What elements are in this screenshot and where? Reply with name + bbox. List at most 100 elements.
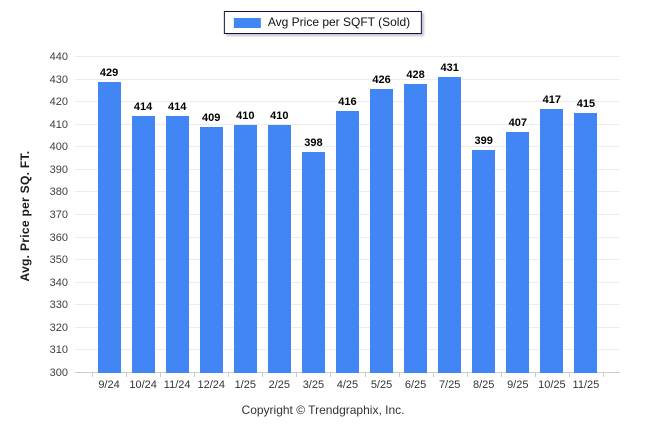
bar-value-label: 415 xyxy=(576,98,596,111)
x-axis-tick xyxy=(262,373,264,377)
bar-group: 414 xyxy=(160,57,194,373)
bar-value-label: 426 xyxy=(372,73,391,86)
bar-group: 416 xyxy=(330,57,364,373)
bar xyxy=(199,126,223,373)
x-axis-tick xyxy=(92,373,93,377)
x-axis-tick xyxy=(364,373,366,377)
bar xyxy=(540,108,564,373)
x-axis-tick xyxy=(228,373,230,377)
x-axis-tick xyxy=(160,373,162,377)
legend-swatch-icon xyxy=(233,17,261,28)
x-axis-tick-labels: 9/24 10/24 11/24 12/24 1/25 2/25 3/25 4/25 5/25 6… xyxy=(75,379,620,391)
x-axis-tick xyxy=(398,373,400,377)
x-axis-tick-label: 1/25 xyxy=(234,379,256,391)
bar-value-label: 398 xyxy=(304,136,323,149)
gridline xyxy=(75,56,620,57)
y-axis-tick-label: 420 xyxy=(49,96,68,109)
copyright-text: Copyright © Trendgraphix, Inc. xyxy=(241,403,405,417)
x-axis-tick xyxy=(194,373,196,377)
y-axis-tick-label: 350 xyxy=(49,254,68,267)
bar xyxy=(165,115,189,373)
legend-label: Avg Price per SQFT (Sold) xyxy=(267,15,411,29)
bar-group: 428 xyxy=(399,57,433,373)
y-axis-tick-label: 340 xyxy=(49,276,68,289)
x-axis-tick-label: 5/25 xyxy=(370,379,393,391)
bar xyxy=(301,151,325,373)
x-axis-tick xyxy=(603,373,604,377)
bar-value-label: 410 xyxy=(236,109,255,122)
x-axis-tick xyxy=(534,373,536,377)
gridline xyxy=(75,101,620,103)
x-axis-tick-label: 2/25 xyxy=(268,379,291,391)
bar xyxy=(438,77,462,373)
y-axis-tick-label: 380 xyxy=(49,186,68,199)
bar xyxy=(370,88,394,373)
x-axis-tick xyxy=(466,373,468,377)
y-axis-tick-label: 300 xyxy=(49,367,68,379)
bar xyxy=(506,131,530,373)
bar-value-label: 407 xyxy=(508,116,527,129)
x-axis-tick-label: 10/25 xyxy=(538,379,566,391)
y-axis-tick-label: 310 xyxy=(49,344,68,357)
bar-group: 409 xyxy=(194,57,228,373)
x-axis-tick-label: 8/25 xyxy=(473,379,495,391)
bar-group: 398 xyxy=(296,57,330,373)
bar-value-label: 431 xyxy=(440,62,459,75)
plot-area: 429 414 414 409 410 410 398 416 426 428 431 399 407 4… xyxy=(75,56,620,377)
y-axis-tick-label: 370 xyxy=(49,209,68,221)
bar-value-label: 414 xyxy=(167,100,187,113)
y-axis-tick-label: 410 xyxy=(49,118,68,131)
bar xyxy=(233,124,257,373)
bar-group: 426 xyxy=(365,57,399,373)
bar-value-label: 414 xyxy=(133,100,153,113)
y-axis-tick-label: 400 xyxy=(49,141,68,154)
bar-group: 417 xyxy=(535,57,569,373)
y-axis-title: Avg. Price per SQ. FT. xyxy=(18,150,32,282)
x-axis-tick-label: 6/25 xyxy=(404,379,427,391)
bar-value-label: 429 xyxy=(99,66,119,79)
x-axis-tick-label: 4/25 xyxy=(336,379,359,391)
legend: Avg Price per SQFT (Sold) xyxy=(223,11,423,34)
bar-group: 399 xyxy=(467,57,501,373)
x-axis-tick xyxy=(126,373,128,377)
bar-group: 407 xyxy=(501,57,535,373)
bar-value-label: 399 xyxy=(474,134,493,147)
bar-value-label: 409 xyxy=(202,111,221,124)
bar-series: 429 414 414 409 410 410 398 416 426 428 431 399 407 4… xyxy=(75,57,620,373)
y-axis-tick-labels: 300 310 320 330 340 350 360 370 380 390 400 410 420 4… xyxy=(36,52,68,379)
y-axis-tick-label: 440 xyxy=(49,51,68,63)
bar xyxy=(131,115,155,373)
x-axis-tick-label: 10/24 xyxy=(129,379,157,391)
y-axis-tick-label: 330 xyxy=(49,299,68,312)
bar-value-label: 428 xyxy=(406,69,425,82)
y-axis-tick-label: 360 xyxy=(49,231,68,244)
x-axis-tick-label: 7/25 xyxy=(438,379,461,391)
x-axis-tick-label: 11/25 xyxy=(572,379,600,391)
x-axis-tick xyxy=(296,373,298,377)
bar-value-label: 416 xyxy=(338,96,357,109)
x-axis-tick-label: 12/24 xyxy=(197,379,225,391)
x-axis-tick-label: 3/25 xyxy=(302,379,325,391)
bar xyxy=(404,84,428,373)
bar xyxy=(267,124,291,373)
x-axis-tick xyxy=(330,373,332,377)
bar xyxy=(335,111,359,373)
bar-value-label: 417 xyxy=(542,93,562,106)
bar xyxy=(472,149,496,373)
bar-group: 410 xyxy=(262,57,296,373)
bar-group: 431 xyxy=(433,57,467,373)
bar xyxy=(97,81,121,373)
bar-group: 410 xyxy=(228,57,262,373)
gridline xyxy=(75,78,620,80)
y-axis-tick-label: 320 xyxy=(49,321,68,334)
bar-group: 414 xyxy=(126,57,160,373)
bar xyxy=(574,113,598,373)
x-axis-tick-label: 9/25 xyxy=(507,379,529,391)
bar-group: 415 xyxy=(569,57,603,373)
x-axis-tick-label: 9/24 xyxy=(98,379,120,391)
x-axis-tick xyxy=(500,373,502,377)
x-axis-tick xyxy=(568,373,570,377)
x-axis-tick-label: 11/24 xyxy=(163,379,191,391)
x-axis-tick xyxy=(432,373,434,377)
